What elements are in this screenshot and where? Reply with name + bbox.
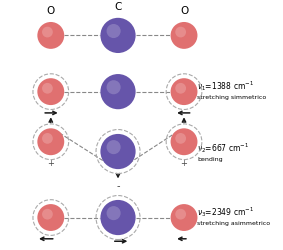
Text: $\nu_2$=667 cm$^{-1}$: $\nu_2$=667 cm$^{-1}$ [198, 140, 250, 154]
Circle shape [171, 23, 198, 50]
Text: O: O [180, 6, 188, 16]
Circle shape [171, 129, 198, 156]
Circle shape [37, 79, 64, 106]
Text: stretching simmetrico: stretching simmetrico [198, 95, 267, 100]
Text: +: + [47, 158, 54, 167]
Text: bending: bending [198, 157, 223, 162]
Text: $\nu_3$=2349 cm$^{-1}$: $\nu_3$=2349 cm$^{-1}$ [198, 205, 255, 218]
Text: +: + [181, 158, 187, 167]
Circle shape [171, 204, 198, 231]
Circle shape [175, 134, 186, 144]
Text: stretching asimmetrico: stretching asimmetrico [198, 220, 271, 225]
Circle shape [100, 75, 136, 110]
Circle shape [175, 84, 186, 94]
Circle shape [107, 206, 121, 220]
Circle shape [42, 84, 53, 94]
Circle shape [171, 79, 198, 106]
Circle shape [42, 134, 53, 144]
Text: -: - [116, 180, 120, 190]
Circle shape [100, 200, 136, 235]
Text: O: O [47, 6, 55, 16]
Circle shape [42, 28, 53, 38]
Circle shape [107, 81, 121, 95]
Circle shape [107, 140, 121, 154]
Text: C: C [114, 2, 122, 12]
Circle shape [37, 23, 64, 50]
Circle shape [37, 129, 64, 156]
Circle shape [42, 209, 53, 220]
Circle shape [100, 19, 136, 54]
Circle shape [37, 204, 64, 231]
Text: $\nu_1$=1388 cm$^{-1}$: $\nu_1$=1388 cm$^{-1}$ [198, 79, 255, 93]
Circle shape [100, 134, 136, 170]
Circle shape [175, 28, 186, 38]
Circle shape [107, 25, 121, 39]
Circle shape [175, 209, 186, 220]
